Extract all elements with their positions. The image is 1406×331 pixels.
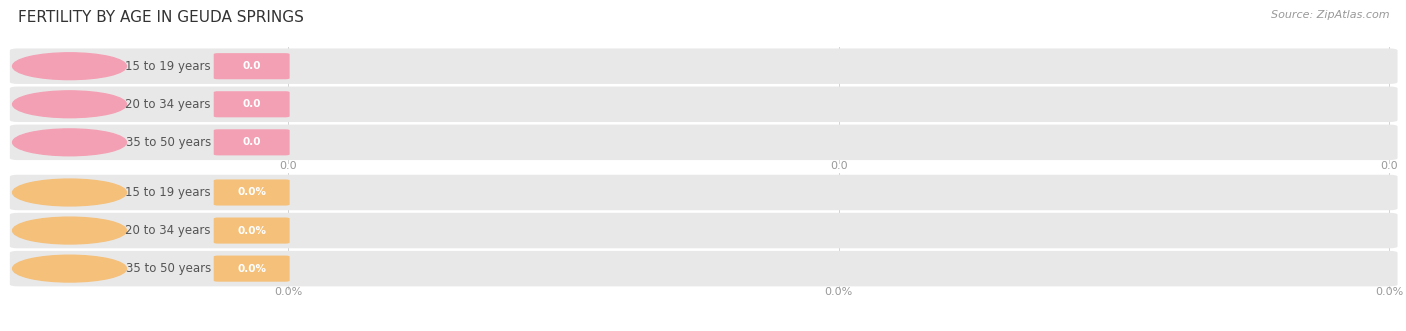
FancyBboxPatch shape bbox=[10, 213, 1398, 248]
Circle shape bbox=[13, 53, 127, 79]
Text: 0.0%: 0.0% bbox=[238, 263, 266, 274]
Text: 0.0%: 0.0% bbox=[274, 287, 302, 297]
Text: 35 to 50 years: 35 to 50 years bbox=[125, 136, 211, 149]
Circle shape bbox=[13, 217, 127, 244]
FancyBboxPatch shape bbox=[10, 86, 1398, 122]
Circle shape bbox=[13, 179, 127, 206]
Text: FERTILITY BY AGE IN GEUDA SPRINGS: FERTILITY BY AGE IN GEUDA SPRINGS bbox=[18, 10, 304, 25]
Text: Source: ZipAtlas.com: Source: ZipAtlas.com bbox=[1271, 10, 1389, 20]
Text: 15 to 19 years: 15 to 19 years bbox=[125, 186, 211, 199]
Text: 0.0: 0.0 bbox=[242, 61, 262, 71]
FancyBboxPatch shape bbox=[214, 256, 290, 282]
Text: 0.0%: 0.0% bbox=[1375, 287, 1403, 297]
Text: 0.0%: 0.0% bbox=[238, 187, 266, 198]
Text: 0.0: 0.0 bbox=[242, 137, 262, 147]
Circle shape bbox=[13, 129, 127, 156]
Text: 0.0: 0.0 bbox=[242, 99, 262, 109]
Circle shape bbox=[13, 91, 127, 118]
Text: 0.0%: 0.0% bbox=[824, 287, 853, 297]
FancyBboxPatch shape bbox=[214, 217, 290, 244]
Circle shape bbox=[13, 255, 127, 282]
FancyBboxPatch shape bbox=[214, 91, 290, 117]
FancyBboxPatch shape bbox=[214, 179, 290, 206]
Text: 0.0%: 0.0% bbox=[238, 225, 266, 236]
Text: 35 to 50 years: 35 to 50 years bbox=[125, 262, 211, 275]
Text: 15 to 19 years: 15 to 19 years bbox=[125, 60, 211, 73]
FancyBboxPatch shape bbox=[10, 175, 1398, 210]
FancyBboxPatch shape bbox=[10, 251, 1398, 286]
Text: 20 to 34 years: 20 to 34 years bbox=[125, 224, 211, 237]
FancyBboxPatch shape bbox=[10, 124, 1398, 160]
Text: 20 to 34 years: 20 to 34 years bbox=[125, 98, 211, 111]
FancyBboxPatch shape bbox=[214, 53, 290, 79]
FancyBboxPatch shape bbox=[214, 129, 290, 155]
Text: 0.0: 0.0 bbox=[830, 161, 848, 171]
Text: 0.0: 0.0 bbox=[280, 161, 297, 171]
FancyBboxPatch shape bbox=[10, 48, 1398, 84]
Text: 0.0: 0.0 bbox=[1381, 161, 1398, 171]
